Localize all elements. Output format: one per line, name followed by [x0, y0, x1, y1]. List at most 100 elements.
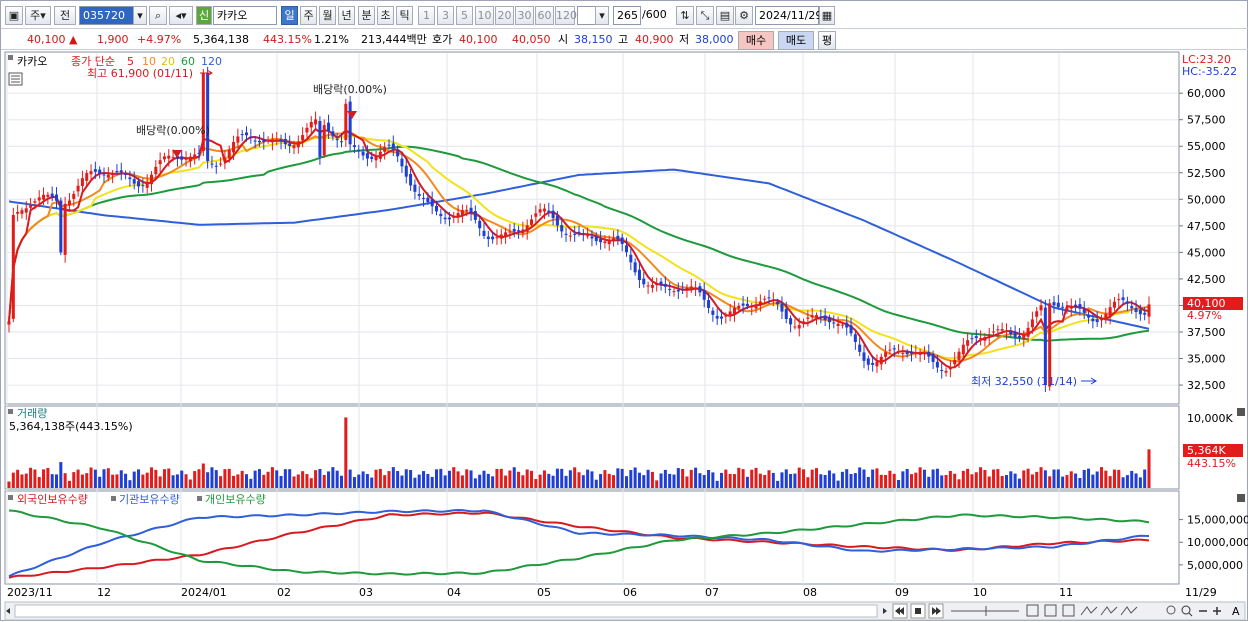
interval-20[interactable]: 20: [495, 6, 514, 25]
volume-bar: [668, 473, 672, 488]
stock-name-field[interactable]: 카카오: [213, 6, 277, 25]
candle-body: [413, 184, 417, 192]
period-week[interactable]: 주: [300, 6, 317, 25]
volume-bar: [422, 471, 426, 488]
volume-bar: [434, 469, 439, 488]
interval-1[interactable]: 1: [418, 6, 435, 25]
panel-handle-icon[interactable]: [8, 55, 13, 60]
scroll-right-icon[interactable]: [883, 608, 887, 614]
volume-bar: [158, 476, 162, 488]
candle-body: [374, 156, 378, 161]
candle-body: [46, 194, 50, 197]
line-chart-icon-3[interactable]: [1120, 606, 1138, 616]
candle-body: [637, 269, 641, 280]
date-input[interactable]: 2024/11/29: [755, 6, 822, 25]
candle-body: [171, 157, 175, 159]
zoom-slider[interactable]: [951, 606, 1019, 616]
interval-5[interactable]: 5: [456, 6, 473, 25]
period-second[interactable]: 초: [377, 6, 394, 25]
save-icon[interactable]: ▤: [716, 6, 734, 25]
trend-tool-icon[interactable]: ⤡: [696, 6, 714, 25]
candle-body: [137, 181, 141, 187]
line-chart-icon-2[interactable]: [1100, 606, 1118, 616]
candle-body: [750, 305, 754, 308]
x-tick-label: 07: [705, 586, 719, 599]
buy-button[interactable]: 매수: [738, 31, 774, 50]
candle-body: [305, 127, 309, 133]
candle-body: [1061, 306, 1065, 308]
volume-bar: [1143, 469, 1147, 488]
font-size-icon[interactable]: A: [1232, 605, 1240, 618]
interval-10[interactable]: 10: [475, 6, 494, 25]
period-minute[interactable]: 분: [358, 6, 375, 25]
volume-bar: [940, 475, 944, 488]
view-mode-icon-1[interactable]: [1026, 604, 1039, 617]
holdings-panel-handle-icon[interactable]: [8, 495, 13, 500]
volume-bar: [1104, 470, 1108, 488]
sell-button[interactable]: 매도: [778, 31, 814, 50]
candle-body: [646, 285, 650, 287]
volume-bar: [275, 470, 279, 488]
candle-body: [193, 154, 197, 159]
volume-bar: [983, 469, 987, 488]
interval-3[interactable]: 3: [437, 6, 454, 25]
candle-body: [443, 217, 447, 220]
period-day[interactable]: 일: [281, 6, 298, 25]
gear-icon[interactable]: ⚙: [735, 6, 753, 25]
volume-bar: [124, 473, 128, 488]
prev-button[interactable]: 전: [54, 6, 76, 25]
volume-bar: [560, 468, 564, 488]
candle-body: [1039, 305, 1043, 311]
period-month[interactable]: 월: [319, 6, 336, 25]
period-tick[interactable]: 틱: [396, 6, 413, 25]
candle-body: [529, 219, 534, 225]
interval-30[interactable]: 30: [515, 6, 534, 25]
volume-bar: [512, 467, 516, 488]
candle-body: [780, 303, 784, 312]
candle-body: [1017, 335, 1021, 338]
chart-settings-icon[interactable]: ▣: [5, 6, 23, 25]
annotation-dividend-1: 배당락(0.00%): [136, 124, 210, 137]
holdings-tick-label: 15,000,000: [1187, 514, 1248, 527]
volume-bar: [1087, 468, 1091, 488]
scrollbar-track[interactable]: [14, 604, 878, 618]
avg-button[interactable]: 평: [818, 31, 836, 50]
volume-bar: [823, 474, 827, 488]
line-chart-icon[interactable]: [1080, 606, 1098, 616]
interval-120[interactable]: 120: [555, 6, 577, 25]
volume-bar: [400, 475, 404, 488]
period-year[interactable]: 년: [338, 6, 355, 25]
scroll-left-icon[interactable]: [6, 608, 10, 614]
interval-60[interactable]: 60: [535, 6, 554, 25]
code-dropdown-icon[interactable]: ▾: [133, 6, 147, 25]
legend-ma10: 10: [142, 55, 156, 68]
count-input[interactable]: 265: [613, 6, 641, 25]
search-zoom-icon[interactable]: [1181, 605, 1191, 615]
candle-body: [957, 351, 961, 361]
speaker-icon[interactable]: ◂▾: [169, 6, 193, 25]
candle-body: [789, 318, 793, 325]
candle-body: [132, 179, 136, 184]
volume-last-pct: 443.15%: [1187, 457, 1236, 470]
view-mode-icon-3[interactable]: [1062, 604, 1075, 617]
volume-bar: [37, 477, 41, 488]
holdings-panel-close-icon[interactable]: [1237, 494, 1245, 502]
period-weekly-dropdown[interactable]: 주▾: [25, 6, 51, 25]
zoom-in-icon[interactable]: [1213, 607, 1221, 615]
volume-panel-handle-icon[interactable]: [8, 409, 13, 414]
view-mode-icon-2[interactable]: [1044, 604, 1057, 617]
calendar-icon[interactable]: ▦: [819, 6, 835, 25]
volume-panel-close-icon[interactable]: [1237, 408, 1245, 416]
candle-body: [1130, 306, 1134, 309]
price-tick-label: 32,500: [1187, 379, 1226, 392]
volume-bar: [1004, 475, 1009, 488]
candle-body: [434, 206, 439, 212]
volume-bar: [629, 470, 633, 488]
candle-body: [124, 173, 128, 175]
compare-icon[interactable]: ⇅: [676, 6, 694, 25]
interval-dropdown-icon[interactable]: ▾: [595, 6, 609, 25]
volume-bar: [413, 477, 417, 488]
indicator-icon[interactable]: [1166, 605, 1176, 615]
search-icon[interactable]: ⌕: [149, 6, 167, 25]
